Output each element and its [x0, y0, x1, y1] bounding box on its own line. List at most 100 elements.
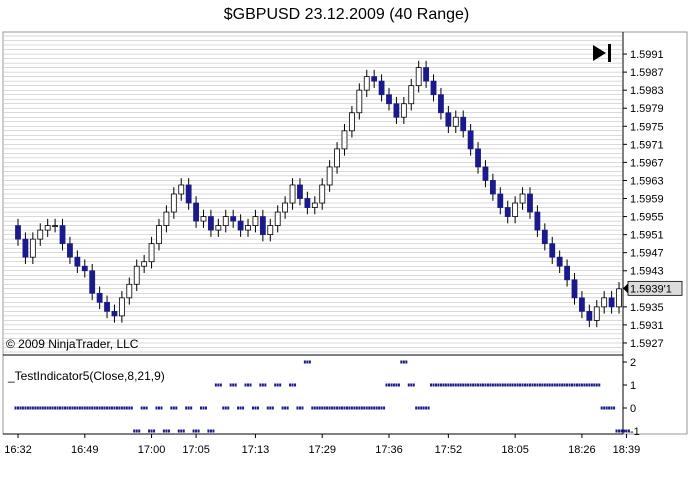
indicator-point — [162, 429, 165, 433]
indicator-point — [489, 383, 492, 387]
indicator-point — [217, 383, 220, 387]
candle-down — [81, 265, 88, 272]
indicator-tick-label: -1 — [630, 426, 640, 438]
indicator-tick-label: 2 — [630, 357, 636, 369]
copyright-text: © 2009 NinjaTrader, LLC — [6, 337, 139, 351]
indicator-point — [135, 429, 138, 433]
indicator-point — [110, 406, 113, 410]
indicator-point — [264, 383, 267, 387]
indicator-point — [590, 383, 593, 387]
indicator-point — [175, 406, 178, 410]
candle-down — [67, 243, 73, 258]
candle-up — [200, 216, 207, 222]
last-price-pointer — [623, 283, 628, 294]
indicator-point — [185, 406, 188, 410]
candle-up — [282, 202, 289, 213]
indicator-point — [603, 406, 606, 410]
indicator-point — [598, 383, 601, 387]
indicator-point — [474, 383, 477, 387]
indicator-point — [610, 406, 613, 410]
candle-up — [245, 225, 251, 231]
scroll-to-end-icon[interactable] — [593, 44, 611, 62]
indicator-point — [254, 406, 257, 410]
candle-down — [504, 207, 511, 217]
indicator-point — [449, 383, 452, 387]
candle-up — [341, 130, 348, 150]
indicator-series — [14, 360, 630, 433]
indicator-point — [333, 406, 336, 410]
indicator-point — [279, 383, 282, 387]
candle-down — [208, 216, 214, 231]
indicator-point — [64, 406, 67, 410]
indicator-point — [326, 406, 329, 410]
indicator-point — [19, 406, 22, 410]
indicator-point — [336, 406, 339, 410]
indicator-point — [123, 406, 126, 410]
indicator-point — [197, 429, 200, 433]
indicator-point — [251, 406, 254, 410]
indicator-point — [143, 406, 146, 410]
indicator-point — [368, 406, 371, 410]
indicator-point — [553, 383, 556, 387]
indicator-point — [395, 383, 398, 387]
candle-down — [259, 216, 266, 236]
candle-down — [541, 229, 548, 245]
indicator-point — [316, 406, 319, 410]
indicator-point — [29, 406, 32, 410]
indicator-point — [313, 406, 316, 410]
candle-up — [52, 225, 58, 228]
indicator-point — [281, 406, 284, 410]
candle-up — [29, 238, 36, 258]
indicator-point — [31, 406, 34, 410]
indicator-point — [585, 383, 588, 387]
indicator-point — [24, 406, 27, 410]
indicator-point — [93, 406, 96, 410]
price-tick-label: 1.5983 — [630, 85, 664, 97]
indicator-point — [237, 406, 240, 410]
price-tick-label: 1.5963 — [630, 175, 664, 187]
time-tick-label: 17:52 — [435, 444, 463, 456]
indicator-point — [192, 429, 195, 433]
price-tick-label: 1.5947 — [630, 248, 664, 260]
indicator-point — [496, 383, 499, 387]
indicator-point — [323, 406, 326, 410]
indicator-point — [481, 383, 484, 387]
indicator-point — [580, 383, 583, 387]
candle-up — [178, 184, 185, 195]
time-tick-label: 18:39 — [613, 444, 641, 456]
candle-down — [608, 297, 615, 308]
indicator-point — [442, 383, 445, 387]
indicator-point — [222, 406, 225, 410]
indicator-point — [160, 406, 163, 410]
indicator-point — [41, 406, 44, 410]
indicator-point — [81, 406, 84, 410]
time-tick-label: 16:49 — [71, 444, 99, 456]
indicator-point — [103, 406, 106, 410]
indicator-point — [595, 383, 598, 387]
indicator-point — [491, 383, 494, 387]
candle-up — [156, 225, 162, 245]
indicator-point — [108, 406, 111, 410]
indicator-point — [76, 406, 79, 410]
indicator-point — [350, 406, 353, 410]
candle-down — [393, 103, 400, 118]
indicator-point — [472, 383, 475, 387]
candle-down — [230, 216, 237, 222]
indicator-point — [348, 406, 351, 410]
price-tick-label: 1.5943 — [630, 266, 664, 278]
candle-down — [22, 238, 29, 258]
indicator-point — [224, 406, 227, 410]
indicator-point — [420, 406, 423, 410]
indicator-point — [531, 383, 534, 387]
indicator-point — [432, 383, 435, 387]
indicator-point — [229, 383, 232, 387]
candle-up — [163, 211, 170, 227]
indicator-point — [457, 383, 460, 387]
indicator-point — [46, 406, 49, 410]
indicator-point — [190, 406, 193, 410]
price-tick-label: 1.5979 — [630, 103, 664, 115]
indicator-point — [509, 383, 512, 387]
candle-up — [326, 166, 333, 186]
candle-down — [378, 80, 385, 96]
indicator-point — [98, 406, 101, 410]
